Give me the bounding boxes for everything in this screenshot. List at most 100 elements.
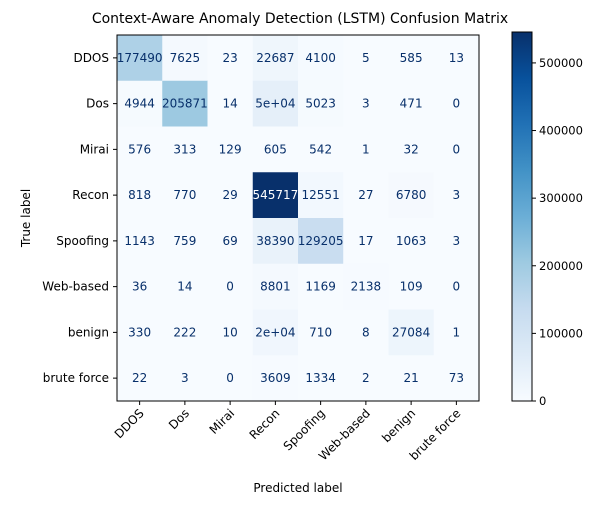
heatmap-cell xyxy=(388,35,435,82)
heatmap-cell xyxy=(252,126,299,173)
heatmap-cell-label: 22687 xyxy=(256,51,294,65)
chart-title: Context-Aware Anomaly Detection (LSTM) C… xyxy=(92,11,508,27)
heatmap-cell xyxy=(117,80,163,127)
heatmap-cell xyxy=(298,80,344,127)
heatmap-cell xyxy=(162,172,208,219)
heatmap-cell-label: 129 xyxy=(219,142,242,156)
colorbar-tick-label: 300000 xyxy=(539,191,583,205)
heatmap-cell xyxy=(433,218,480,265)
y-tick-label: Dos xyxy=(86,97,109,111)
colorbar-ticks: 0 100000 200000 300000 400000 500000 xyxy=(532,56,583,408)
heatmap-cell xyxy=(117,218,163,265)
heatmap-cell xyxy=(298,172,344,219)
heatmap-cell xyxy=(343,126,389,173)
heatmap-cell-label: 542 xyxy=(309,142,332,156)
heatmap-cell xyxy=(298,218,344,265)
plot-frame xyxy=(116,34,480,402)
heatmap-cell-label: 313 xyxy=(173,142,196,156)
y-tick-label: Spoofing xyxy=(56,234,109,248)
x-tick-label: DDOS xyxy=(112,406,147,441)
heatmap-cell xyxy=(207,355,254,402)
heatmap-cell xyxy=(343,172,389,219)
heatmap-cell-label: 2 xyxy=(362,371,370,385)
x-tick-label: Mirai xyxy=(207,406,238,437)
heatmap-cell-label: 3 xyxy=(453,188,461,202)
y-tick-label: Recon xyxy=(72,188,109,202)
heatmap-cell-label: 4100 xyxy=(305,51,336,65)
heatmap-cell-label: 3 xyxy=(362,97,370,111)
heatmap-cell xyxy=(162,35,208,82)
heatmap-cell xyxy=(252,172,299,219)
heatmap-cell-label: 8801 xyxy=(260,280,291,294)
heatmap-cell xyxy=(162,218,208,265)
heatmap-cell xyxy=(433,80,480,127)
heatmap-cell xyxy=(343,263,389,310)
heatmap-cell xyxy=(207,126,254,173)
heatmap-cell xyxy=(162,263,208,310)
heatmap-cell xyxy=(433,126,480,173)
heatmap-cell-label: 69 xyxy=(222,234,237,248)
heatmap-cell-label: 32 xyxy=(403,142,418,156)
heatmap-cell-label: 5 xyxy=(362,51,370,65)
heatmap-cell-label: 17 xyxy=(358,234,373,248)
heatmap-cell-label: 471 xyxy=(400,97,423,111)
heatmap-cell-label: 4944 xyxy=(124,97,155,111)
heatmap-cell-label: 222 xyxy=(173,325,196,339)
heatmap-cell-label: 0 xyxy=(453,142,461,156)
y-tick-label: Web-based xyxy=(42,280,109,294)
heatmap-cell xyxy=(388,263,435,310)
heatmap-cell xyxy=(298,35,344,82)
heatmap-cell-label: 13 xyxy=(449,51,464,65)
y-tick-label: benign xyxy=(68,325,109,339)
heatmap-cell-label: 3 xyxy=(453,234,461,248)
heatmap-cell xyxy=(433,309,480,356)
heatmap-cell-label: 818 xyxy=(128,188,151,202)
heatmap-cell xyxy=(433,35,480,82)
heatmap-cell xyxy=(117,35,163,82)
heatmap-cell-label: 23 xyxy=(222,51,237,65)
colorbar-tick-label: 100000 xyxy=(539,326,583,340)
y-tick-label: Mirai xyxy=(80,142,109,156)
heatmap-cell-label: 1 xyxy=(362,142,370,156)
heatmap-cell-label: 177490 xyxy=(117,51,163,65)
heatmap-cell xyxy=(252,309,299,356)
heatmap-cell xyxy=(388,309,435,356)
heatmap-cell xyxy=(117,263,163,310)
heatmap-cell-label: 0 xyxy=(453,280,461,294)
heatmap-cell-label: 109 xyxy=(400,280,423,294)
heatmap-cell-label: 0 xyxy=(226,280,234,294)
colorbar-tick-label: 400000 xyxy=(539,124,583,138)
x-tick-label: benign xyxy=(379,406,418,445)
heatmap-cell xyxy=(252,218,299,265)
heatmap-cell-label: 1169 xyxy=(305,280,336,294)
heatmap-cell-label: 129205 xyxy=(298,234,344,248)
heatmap-cell-label: 605 xyxy=(264,142,287,156)
y-tick-label: DDOS xyxy=(73,51,109,65)
heatmap-cell-label: 1 xyxy=(453,325,461,339)
heatmap-cell-label: 710 xyxy=(309,325,332,339)
heatmap-cell-label: 585 xyxy=(400,51,423,65)
colorbar xyxy=(511,31,533,402)
heatmap-cell-label: 27084 xyxy=(392,325,430,339)
heatmap-cell xyxy=(343,355,389,402)
heatmap-cell-label: 5e+04 xyxy=(255,97,295,111)
heatmap-cell-label: 73 xyxy=(449,371,464,385)
heatmap-cell xyxy=(388,80,435,127)
heatmap-cell xyxy=(433,172,480,219)
heatmap-cell xyxy=(388,355,435,402)
heatmap-cell xyxy=(207,309,254,356)
heatmap-cells xyxy=(117,35,480,402)
heatmap-cell-label: 7625 xyxy=(170,51,201,65)
heatmap-cell-label: 3609 xyxy=(260,371,291,385)
heatmap-cell xyxy=(162,80,208,127)
heatmap-cell xyxy=(388,126,435,173)
heatmap-cell-label: 1334 xyxy=(305,371,336,385)
colorbar-tick-label: 0 xyxy=(539,394,546,408)
x-tick-label: Dos xyxy=(166,406,192,432)
heatmap-cell xyxy=(207,80,254,127)
heatmap-cell xyxy=(343,218,389,265)
heatmap-cell xyxy=(117,355,163,402)
heatmap-cell xyxy=(343,80,389,127)
